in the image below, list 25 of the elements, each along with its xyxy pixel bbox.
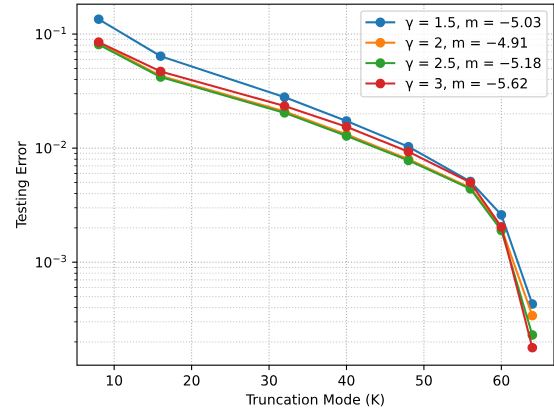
legend-label: γ = 2.5, m = −5.18 [406,58,541,71]
y-tick-label: 10$^{−3}$ [36,254,66,268]
point [94,14,104,24]
point [156,66,166,76]
point [496,210,506,220]
legend-label: γ = 2, m = −4.91 [406,37,527,50]
point [342,122,352,132]
x-tick-label: 50 [416,375,432,386]
x-tick-label: 30 [261,375,277,386]
point [280,101,290,111]
point [280,92,290,102]
legend-label: γ = 3, m = −5.62 [406,78,527,92]
point [156,51,166,62]
x-tick-label: 60 [493,375,510,386]
y-axis-title: Testing Error [16,141,30,228]
x-tick-label: 20 [184,375,200,386]
point [404,146,414,157]
x-tick-label: 40 [338,375,354,386]
x-axis-title: Truncation Mode (K) [246,394,384,406]
y-tick-label: 10$^{−1}$ [36,26,66,40]
y-tick-label: 10$^{−2}$ [36,140,66,154]
point [527,310,538,320]
legend-label: γ = 1.5, m = −5.03 [406,16,540,30]
point [527,342,538,353]
x-tick-label: 10 [106,375,122,386]
